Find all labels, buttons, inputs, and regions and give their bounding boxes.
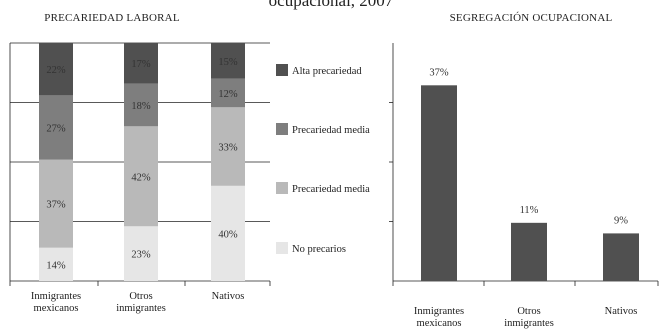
right-category-label: Otros inmigrantes bbox=[504, 306, 554, 329]
legend-label-precariedad-media: Precariedad media bbox=[292, 184, 370, 195]
bar-segment-no-precarios-1 bbox=[39, 247, 73, 281]
legend-label-precariedad-media: Precariedad media bbox=[292, 125, 370, 136]
bar-segment-precariedad-media-2 bbox=[124, 83, 158, 127]
right-category-label-line: Inmigrantes bbox=[414, 306, 464, 317]
bar-value-label: 15% bbox=[218, 57, 238, 68]
legend-label-alta-precariedad: Alta precariedad bbox=[292, 66, 362, 77]
right-category-label-line: Otros bbox=[517, 306, 540, 317]
bar-segment-precariedad-media-3 bbox=[211, 78, 245, 108]
bar-value-label: 33% bbox=[218, 143, 238, 154]
right-category-label-line: inmigrantes bbox=[504, 318, 554, 329]
bar-value-label: 12% bbox=[218, 89, 238, 100]
right-chart-title: SEGREGACIÓN OCUPACIONAL bbox=[450, 12, 613, 24]
right-category-label-line: Nativos bbox=[605, 306, 638, 317]
bar-value-label: 40% bbox=[218, 229, 238, 240]
bar-segment-alta-precariedad-1 bbox=[39, 43, 73, 96]
bar-segment-no-precarios-3 bbox=[211, 185, 245, 281]
right-category-label: Nativos bbox=[605, 306, 638, 317]
right-category-label-line: mexicanos bbox=[417, 318, 462, 329]
precariedad-laboral-chart: PRECARIEDAD LABORAL 14% 37% 27% 22% Inmigrant… bbox=[9, 12, 370, 314]
bar-value-label: 14% bbox=[46, 260, 66, 271]
segregacion-ocupacional-chart: SEGREGACIÓN OCUPACIONAL 37% Inmigrantes mex… bbox=[389, 12, 659, 329]
legend-swatch-precariedad-media bbox=[276, 123, 288, 135]
legend-label-no-precarios: No precarios bbox=[292, 244, 346, 255]
left-chart-title: PRECARIEDAD LABORAL bbox=[44, 12, 180, 24]
legend-swatch-precariedad-media bbox=[276, 182, 288, 194]
bar-segment-alta-precariedad-2 bbox=[124, 43, 158, 84]
left-category-label-line: mexicanos bbox=[34, 303, 79, 314]
left-category-label: Otros inmigrantes bbox=[116, 291, 166, 314]
legend-swatch-alta-precariedad bbox=[276, 64, 288, 76]
left-category-label-line: Otros bbox=[129, 291, 152, 302]
bar-value-label: 42% bbox=[131, 172, 151, 183]
figure-title-partial: ocupacional, 2007 bbox=[269, 0, 394, 10]
bar-value-label: 23% bbox=[131, 250, 151, 261]
bar-segment-alta-precariedad-3 bbox=[211, 43, 245, 79]
right-category-label: Inmigrantes mexicanos bbox=[414, 306, 464, 329]
left-category-label-line: inmigrantes bbox=[116, 303, 166, 314]
bar-segment-precariedad-media-3 bbox=[211, 107, 245, 186]
bar-value-label: 9% bbox=[614, 215, 628, 226]
bar-value-label: 22% bbox=[46, 65, 66, 76]
bar-segment-precariedad-media-2 bbox=[124, 126, 158, 227]
left-category-label-line: Inmigrantes bbox=[31, 291, 81, 302]
bar-segment-no-precarios-2 bbox=[124, 226, 158, 281]
bar-value-label: 37% bbox=[429, 67, 449, 78]
left-category-label-line: Nativos bbox=[212, 291, 245, 302]
left-category-label: Nativos bbox=[212, 291, 245, 302]
bar-2 bbox=[511, 222, 547, 281]
bar-segment-precariedad-media-1 bbox=[39, 95, 73, 160]
bar-segment-precariedad-media-1 bbox=[39, 159, 73, 248]
legend-swatch-no-precarios bbox=[276, 242, 288, 254]
bar-value-label: 11% bbox=[520, 205, 539, 216]
bar-value-label: 18% bbox=[131, 101, 151, 112]
bar-value-label: 37% bbox=[46, 200, 66, 211]
left-category-label: Inmigrantes mexicanos bbox=[31, 291, 81, 314]
bar-1 bbox=[421, 85, 457, 281]
bar-value-label: 27% bbox=[46, 123, 66, 134]
bar-3 bbox=[603, 233, 639, 281]
bar-value-label: 17% bbox=[131, 59, 151, 70]
